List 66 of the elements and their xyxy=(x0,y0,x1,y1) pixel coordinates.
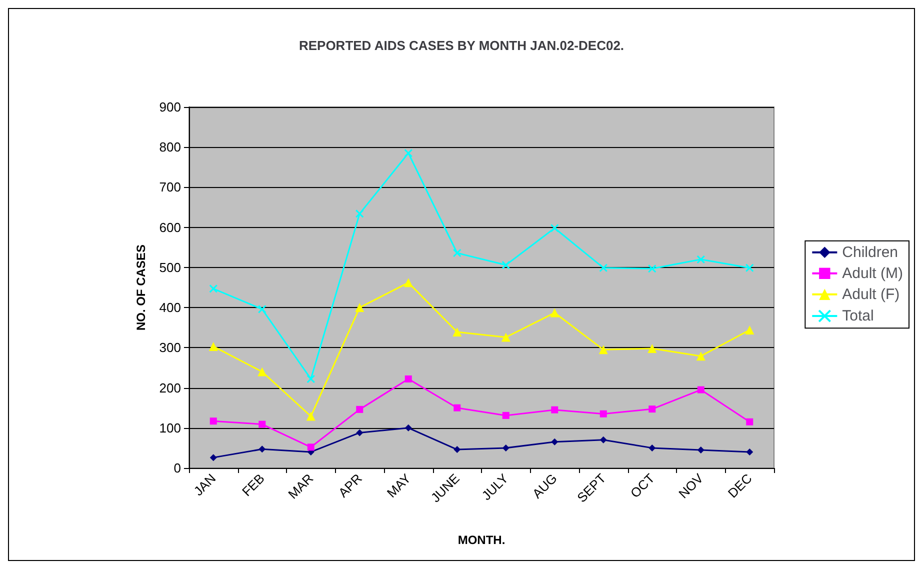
point xyxy=(258,304,266,314)
y-tick-label: 700 xyxy=(159,180,181,195)
point xyxy=(258,367,267,376)
point xyxy=(306,412,316,421)
point xyxy=(452,328,462,337)
point xyxy=(306,374,316,384)
point xyxy=(502,412,510,419)
point xyxy=(745,264,754,272)
point xyxy=(454,404,461,412)
y-tick-label: 300 xyxy=(159,340,181,356)
point xyxy=(696,255,706,264)
y-tick-label: 200 xyxy=(159,380,181,396)
y-tick-label: 600 xyxy=(159,220,181,235)
point xyxy=(598,345,608,354)
point xyxy=(746,418,754,426)
point xyxy=(210,418,217,425)
y-tick-label: 0 xyxy=(174,460,181,476)
point xyxy=(551,438,558,446)
point xyxy=(745,326,754,335)
y-tick-label: 100 xyxy=(159,420,181,436)
y-tick-label: 400 xyxy=(159,300,181,316)
point xyxy=(258,420,266,428)
point xyxy=(550,308,560,318)
point xyxy=(452,248,462,258)
point xyxy=(355,209,364,218)
point xyxy=(307,444,314,451)
point xyxy=(648,406,656,413)
point xyxy=(502,260,510,270)
y-tick-label: 800 xyxy=(159,140,181,155)
legend-label: Adult (F) xyxy=(842,286,900,303)
point xyxy=(648,344,657,353)
point xyxy=(355,303,364,312)
point xyxy=(551,406,558,414)
point xyxy=(208,342,218,351)
point xyxy=(600,436,607,444)
point xyxy=(404,424,412,432)
x-tick-label: JAN xyxy=(190,470,219,499)
point xyxy=(550,224,559,232)
x-axis-title: MONTH. xyxy=(458,533,506,547)
point xyxy=(209,284,218,293)
point xyxy=(599,264,608,272)
y-tick-label: 500 xyxy=(159,260,181,275)
point xyxy=(648,444,656,452)
point xyxy=(258,446,266,453)
legend-label: Adult (M) xyxy=(842,264,904,282)
point xyxy=(454,446,461,454)
point xyxy=(404,278,413,288)
legend-label: Total xyxy=(842,308,874,324)
point xyxy=(210,454,217,462)
y-tick-label: 900 xyxy=(159,100,181,114)
point xyxy=(404,375,412,382)
point xyxy=(696,352,706,361)
point xyxy=(501,332,510,342)
chart-title: REPORTED AIDS CASES BY MONTH JAN.02-DEC02. xyxy=(298,38,624,53)
x-tick-label: FEB xyxy=(238,470,268,500)
point xyxy=(502,444,510,452)
point xyxy=(648,264,656,273)
legend-label: Children xyxy=(842,244,898,261)
point xyxy=(356,429,364,436)
point xyxy=(356,406,364,413)
point xyxy=(600,410,607,418)
point xyxy=(746,448,754,456)
y-axis-title: NO. OF CASES xyxy=(134,244,148,331)
point xyxy=(697,446,704,454)
point xyxy=(404,148,413,158)
point xyxy=(697,386,704,394)
